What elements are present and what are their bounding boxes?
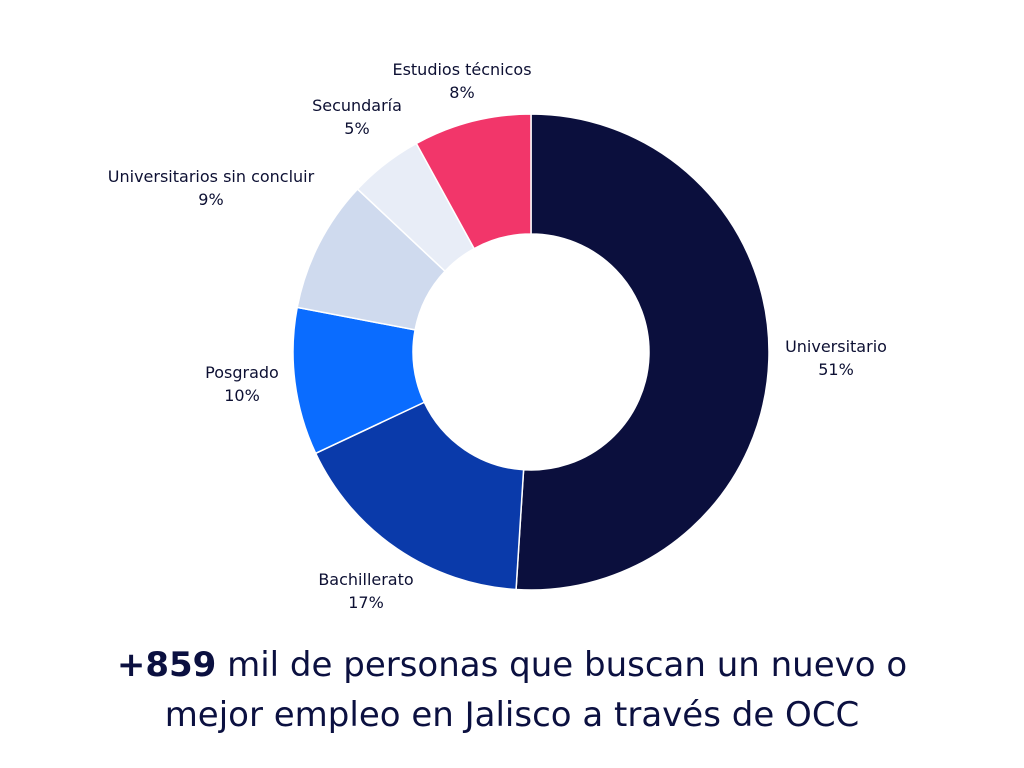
slice-universitario	[515, 113, 770, 591]
slice-category-label: Posgrado	[205, 363, 279, 382]
slice-value-label: 51%	[818, 360, 854, 379]
headline: +859 mil de personas que buscan un nuevo…	[0, 640, 1024, 740]
slice-labels: Universitario 51% Bachillerato 17% Posgrado 1…	[108, 60, 887, 612]
slice-category-label: Secundaría	[312, 96, 402, 115]
headline-line2: mejor empleo en Jalisco a través de OCC	[164, 695, 860, 735]
slice-value-label: 5%	[344, 119, 369, 138]
slice-value-label: 8%	[449, 83, 474, 102]
slice-bachillerato	[314, 401, 525, 591]
slice-category-label: Universitario	[785, 337, 887, 356]
slice-value-label: 17%	[348, 593, 384, 612]
slice-category-label: Estudios técnicos	[392, 60, 531, 79]
slice-category-label: Universitarios sin concluir	[108, 167, 315, 186]
headline-line1: mil de personas que buscan un nuevo o	[216, 645, 908, 685]
headline-highlight: +859	[116, 645, 217, 685]
donut-chart: Universitario 51% Bachillerato 17% Posgrado 1…	[108, 60, 887, 612]
slice-value-label: 9%	[198, 190, 223, 209]
slice-category-label: Bachillerato	[318, 570, 413, 589]
slice-estudios-t-cnicos	[415, 113, 532, 250]
donut-slices	[292, 113, 770, 591]
slice-value-label: 10%	[224, 386, 260, 405]
